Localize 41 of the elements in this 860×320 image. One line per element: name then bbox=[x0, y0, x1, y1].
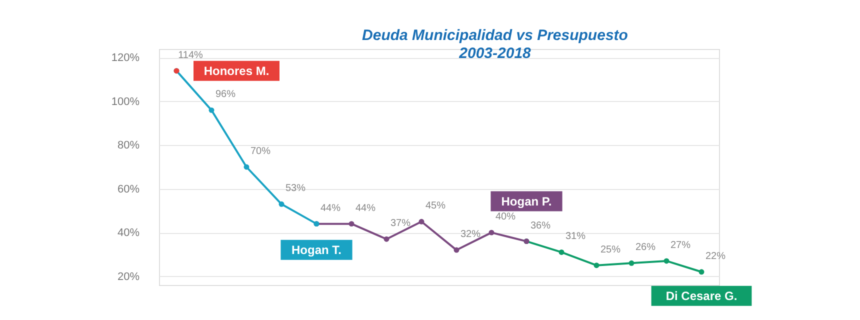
y-tick-label: 60% bbox=[117, 183, 140, 196]
data-label: 70% bbox=[250, 146, 271, 157]
point bbox=[244, 164, 250, 170]
y-tick-label: 120% bbox=[111, 52, 140, 64]
data-label: 22% bbox=[705, 250, 726, 262]
series-label: Di Cesare G. bbox=[666, 288, 738, 303]
data-label: 37% bbox=[390, 218, 411, 230]
data-label: 36% bbox=[530, 220, 551, 232]
data-label: 26% bbox=[635, 242, 656, 254]
data-label: 40% bbox=[495, 212, 516, 223]
point bbox=[418, 218, 424, 224]
data-label: 96% bbox=[215, 89, 236, 100]
point bbox=[664, 258, 670, 264]
data-label: 114% bbox=[178, 50, 204, 61]
point bbox=[558, 249, 564, 255]
series-label: Hogan P. bbox=[501, 194, 552, 208]
chart-subtitle: 2003-2018 bbox=[458, 45, 532, 62]
data-label: 45% bbox=[425, 200, 446, 212]
y-tick-label: 40% bbox=[117, 227, 140, 240]
data-label: 27% bbox=[670, 240, 691, 251]
y-tick-label: 80% bbox=[117, 140, 140, 152]
series-label: Hogan T. bbox=[292, 242, 342, 257]
point bbox=[208, 107, 214, 113]
point bbox=[278, 201, 284, 207]
point bbox=[454, 247, 460, 253]
data-label: 53% bbox=[285, 183, 306, 194]
data-label: 25% bbox=[600, 244, 621, 256]
point bbox=[628, 260, 634, 266]
data-label: 44% bbox=[320, 202, 341, 214]
point bbox=[698, 269, 704, 275]
text: Honores M. bbox=[204, 64, 270, 78]
point bbox=[384, 236, 390, 242]
y-tick-label: 100% bbox=[111, 96, 140, 108]
chart-title: Deuda Municipalidad vs Presupuesto bbox=[362, 27, 628, 44]
point bbox=[348, 221, 354, 227]
point bbox=[488, 230, 494, 236]
y-tick-label: 20% bbox=[117, 270, 140, 283]
data-label: 32% bbox=[460, 229, 481, 240]
point bbox=[594, 262, 600, 268]
data-label: 31% bbox=[565, 231, 586, 242]
data-label: 44% bbox=[355, 202, 376, 214]
